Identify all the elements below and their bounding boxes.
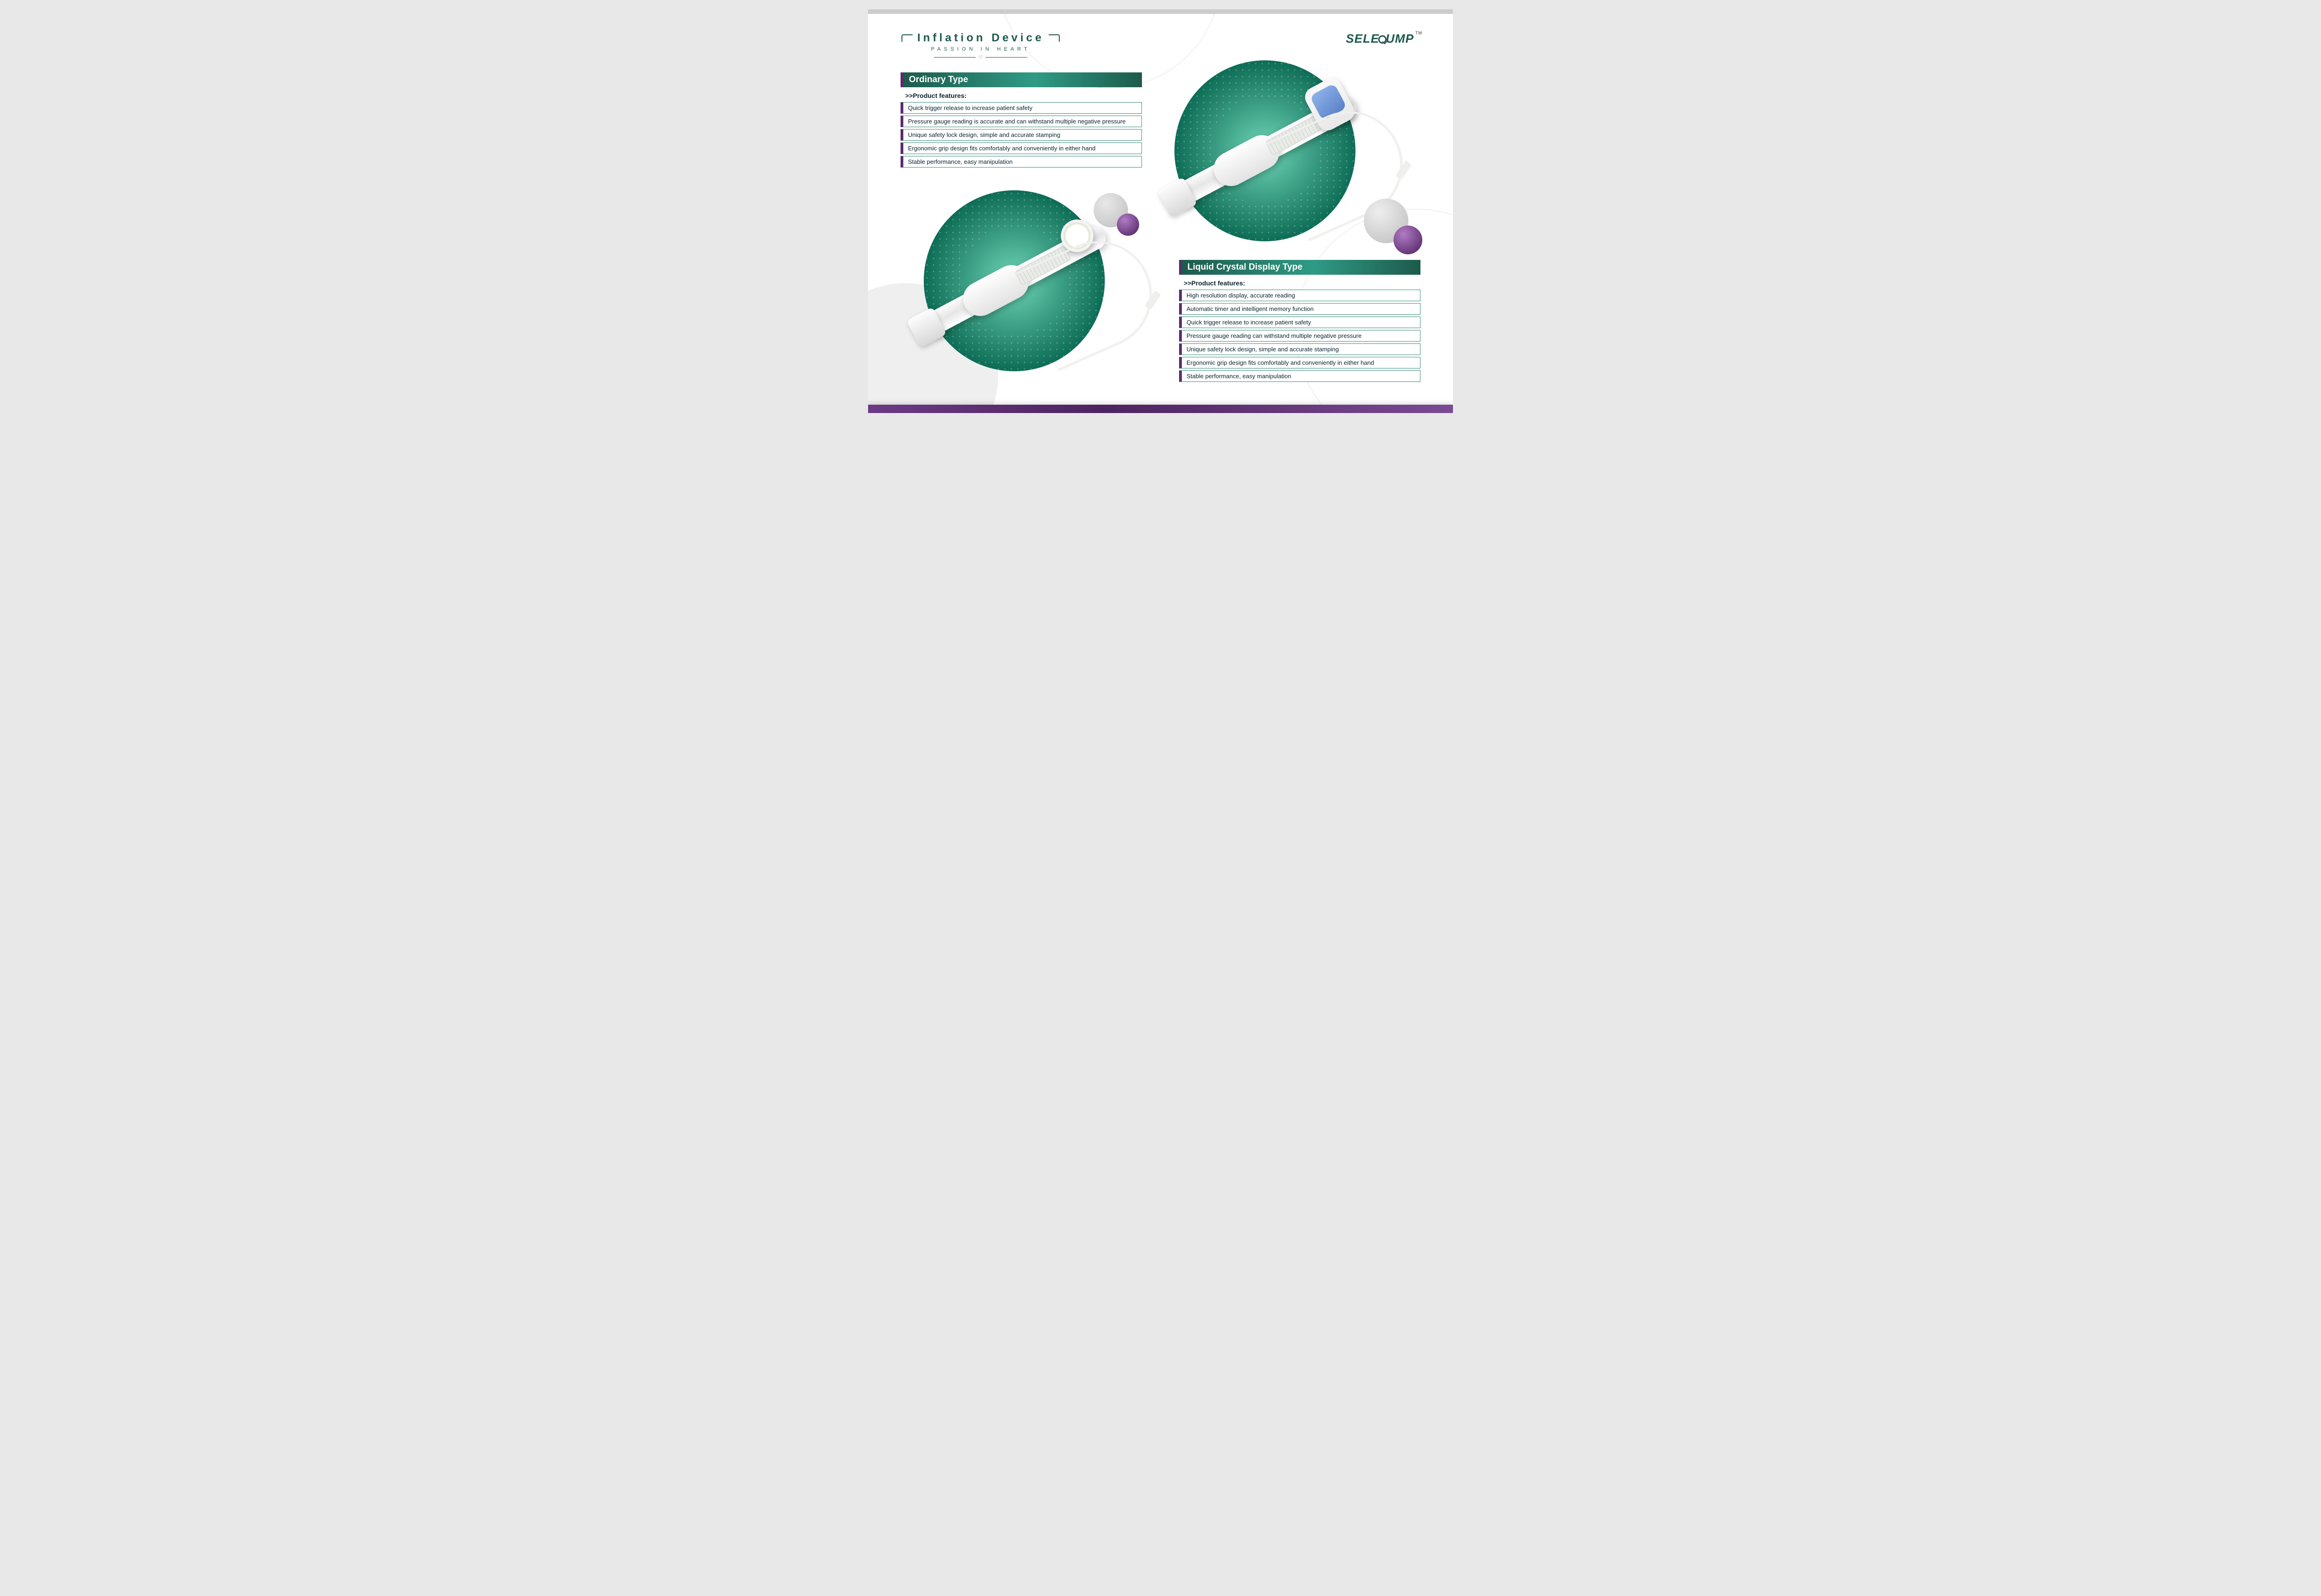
feature-item: Automatic timer and intelligent memory f… [1179, 303, 1420, 315]
footer-bar [868, 405, 1453, 413]
feature-item: Quick trigger release to increase patien… [1179, 317, 1420, 328]
feature-item: Stable performance, easy manipulation [901, 156, 1142, 168]
lcd-type-section: Liquid Crystal Display Type >>Product fe… [1179, 260, 1420, 384]
page-title: Inflation Device [904, 32, 1057, 45]
feature-item: Unique safety lock design, simple and ac… [901, 129, 1142, 141]
product-brochure-page: Inflation Device PASSION IN HEART ♡ SELE… [868, 9, 1453, 413]
lcd-product-circle [1174, 60, 1355, 241]
heart-divider-icon: ♡ [904, 55, 1057, 60]
ordinary-product-circle [924, 190, 1105, 371]
brand-magnifier-icon [1378, 35, 1387, 44]
feature-item: High resolution display, accurate readin… [1179, 290, 1420, 301]
feature-item: Pressure gauge reading is accurate and c… [901, 116, 1142, 127]
lcd-section-title: Liquid Crystal Display Type [1179, 260, 1420, 275]
ordinary-type-section: Ordinary Type >>Product features: Quick … [901, 72, 1142, 169]
feature-item: Ergonomic grip design fits comfortably a… [1179, 357, 1420, 368]
title-block: Inflation Device PASSION IN HEART ♡ [904, 32, 1057, 60]
decorative-sphere-purple [1117, 213, 1139, 236]
lcd-feature-list: High resolution display, accurate readin… [1179, 290, 1420, 382]
page-subtitle: PASSION IN HEART [904, 46, 1057, 52]
brand-text-right: UMP [1386, 32, 1414, 45]
page-header: Inflation Device PASSION IN HEART ♡ SELE… [868, 14, 1453, 60]
feature-item: Unique safety lock design, simple and ac… [1179, 343, 1420, 355]
ordinary-section-title: Ordinary Type [901, 72, 1142, 87]
brand-logo: SELE UMP TM [1346, 32, 1420, 46]
decorative-sphere-purple [1394, 226, 1422, 254]
ordinary-feature-list: Quick trigger release to increase patien… [901, 102, 1142, 168]
feature-item: Stable performance, easy manipulation [1179, 370, 1420, 382]
brand-text-left: SELE [1346, 32, 1379, 45]
lcd-features-label: >>Product features: [1184, 279, 1420, 287]
feature-item: Ergonomic grip design fits comfortably a… [901, 142, 1142, 154]
trademark-symbol: TM [1415, 31, 1422, 35]
feature-item: Pressure gauge reading can withstand mul… [1179, 330, 1420, 342]
feature-item: Quick trigger release to increase patien… [901, 102, 1142, 114]
ordinary-features-label: >>Product features: [905, 92, 1142, 99]
